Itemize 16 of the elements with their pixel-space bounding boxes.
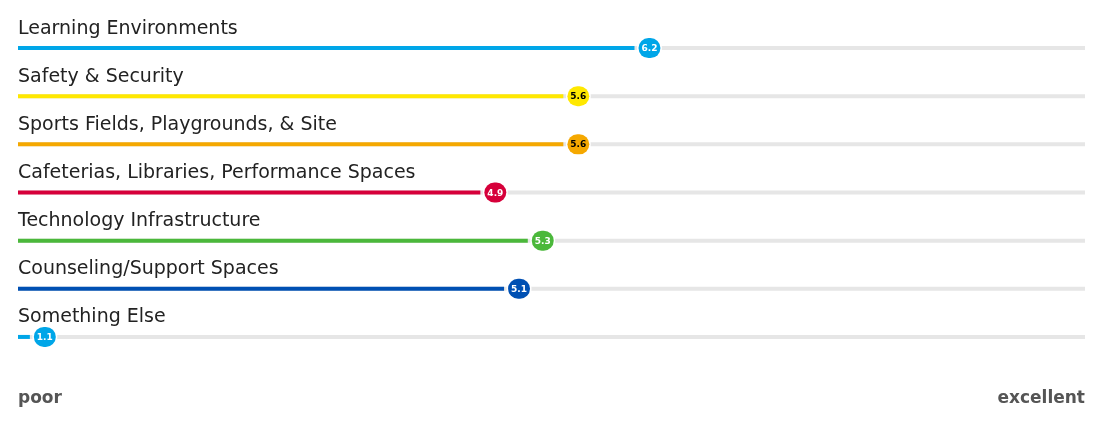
data-label: 1.1 — [36, 331, 53, 342]
y-tick-label: Learning Environments — [18, 15, 238, 38]
y-tick-label: Cafeterias, Libraries, Performance Spaces — [18, 160, 416, 182]
data-label: 5.6 — [570, 91, 587, 102]
text: excellent — [997, 386, 1085, 407]
text: poor — [18, 386, 63, 407]
y-tick-label: Something Else — [18, 304, 166, 327]
data-label: 5.6 — [570, 139, 587, 150]
y-tick-label: Sports Fields, Playgrounds, & Site — [18, 111, 337, 134]
data-label: 4.9 — [487, 187, 504, 198]
y-tick-label: Technology Infrastructure — [17, 208, 261, 231]
data-label: 6.2 — [641, 43, 658, 54]
data-label: 5.3 — [534, 235, 551, 246]
y-tick-label: Safety & Security — [18, 63, 184, 86]
y-tick-label: Counseling/Support Spaces — [18, 256, 279, 279]
data-label: 5.1 — [511, 283, 528, 294]
